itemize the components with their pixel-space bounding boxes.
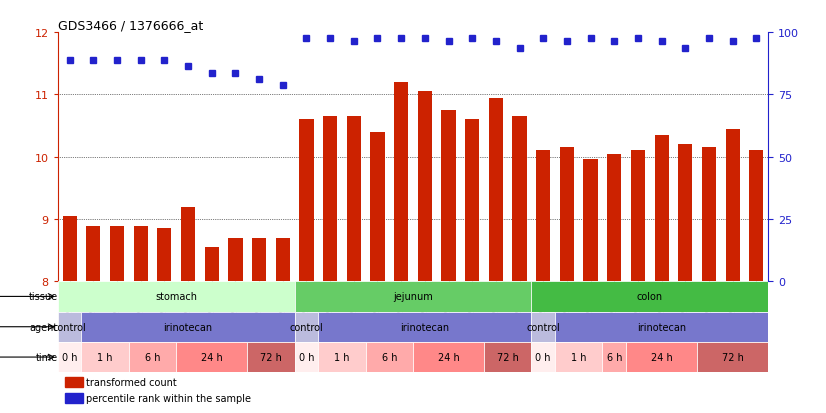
Text: 24 h: 24 h bbox=[651, 352, 672, 362]
Text: 72 h: 72 h bbox=[722, 352, 743, 362]
FancyBboxPatch shape bbox=[531, 282, 768, 312]
FancyBboxPatch shape bbox=[129, 342, 176, 373]
Text: control: control bbox=[290, 322, 323, 332]
FancyBboxPatch shape bbox=[366, 342, 413, 373]
Text: time: time bbox=[36, 352, 58, 362]
Bar bbox=[65, 377, 83, 387]
Bar bbox=[749, 151, 763, 282]
FancyBboxPatch shape bbox=[413, 342, 484, 373]
Text: 1 h: 1 h bbox=[335, 352, 349, 362]
Bar bbox=[607, 154, 621, 282]
Text: irinotecan: irinotecan bbox=[401, 322, 449, 332]
Bar bbox=[323, 117, 337, 282]
Bar bbox=[394, 83, 408, 282]
Bar bbox=[465, 120, 479, 282]
FancyBboxPatch shape bbox=[295, 312, 318, 342]
FancyBboxPatch shape bbox=[58, 312, 82, 342]
Text: stomach: stomach bbox=[155, 292, 197, 301]
FancyBboxPatch shape bbox=[82, 342, 129, 373]
FancyBboxPatch shape bbox=[247, 342, 295, 373]
Text: control: control bbox=[526, 322, 560, 332]
Bar bbox=[228, 238, 243, 282]
Bar bbox=[418, 92, 432, 282]
Bar bbox=[702, 148, 716, 282]
Text: 72 h: 72 h bbox=[260, 352, 282, 362]
FancyBboxPatch shape bbox=[531, 312, 555, 342]
Bar bbox=[205, 247, 219, 282]
Bar bbox=[181, 207, 195, 282]
Text: jejunum: jejunum bbox=[393, 292, 433, 301]
Text: tissue: tissue bbox=[29, 292, 58, 301]
Text: control: control bbox=[53, 322, 87, 332]
Text: 6 h: 6 h bbox=[382, 352, 397, 362]
Bar bbox=[134, 227, 148, 282]
Bar bbox=[631, 151, 645, 282]
Bar bbox=[347, 117, 361, 282]
FancyBboxPatch shape bbox=[626, 342, 697, 373]
Bar bbox=[678, 145, 692, 282]
Bar bbox=[86, 227, 101, 282]
FancyBboxPatch shape bbox=[82, 312, 295, 342]
Text: 1 h: 1 h bbox=[97, 352, 113, 362]
FancyBboxPatch shape bbox=[555, 312, 768, 342]
Bar bbox=[512, 117, 527, 282]
Bar bbox=[725, 129, 740, 282]
Bar bbox=[276, 238, 290, 282]
FancyBboxPatch shape bbox=[318, 312, 531, 342]
Text: 24 h: 24 h bbox=[438, 352, 459, 362]
Bar bbox=[110, 227, 124, 282]
Text: 0 h: 0 h bbox=[299, 352, 314, 362]
Text: 6 h: 6 h bbox=[145, 352, 160, 362]
Bar bbox=[583, 159, 598, 282]
Text: colon: colon bbox=[637, 292, 662, 301]
FancyBboxPatch shape bbox=[697, 342, 768, 373]
FancyBboxPatch shape bbox=[295, 282, 531, 312]
Text: 0 h: 0 h bbox=[535, 352, 551, 362]
Bar bbox=[370, 133, 385, 282]
Bar bbox=[654, 135, 669, 282]
FancyBboxPatch shape bbox=[531, 342, 555, 373]
Bar bbox=[299, 120, 314, 282]
FancyBboxPatch shape bbox=[58, 342, 82, 373]
FancyBboxPatch shape bbox=[318, 342, 366, 373]
Text: GDS3466 / 1376666_at: GDS3466 / 1376666_at bbox=[58, 19, 203, 32]
FancyBboxPatch shape bbox=[176, 342, 247, 373]
Text: 6 h: 6 h bbox=[606, 352, 622, 362]
Bar bbox=[65, 394, 83, 403]
Text: irinotecan: irinotecan bbox=[164, 322, 212, 332]
Bar bbox=[252, 238, 266, 282]
Bar bbox=[560, 148, 574, 282]
FancyBboxPatch shape bbox=[58, 282, 295, 312]
Text: 0 h: 0 h bbox=[62, 352, 78, 362]
Bar bbox=[157, 229, 172, 282]
Text: 1 h: 1 h bbox=[571, 352, 586, 362]
Text: 72 h: 72 h bbox=[496, 352, 519, 362]
Bar bbox=[441, 111, 456, 282]
Text: transformed count: transformed count bbox=[86, 377, 177, 387]
FancyBboxPatch shape bbox=[484, 342, 531, 373]
Text: 24 h: 24 h bbox=[201, 352, 222, 362]
Bar bbox=[536, 151, 550, 282]
Text: irinotecan: irinotecan bbox=[637, 322, 686, 332]
Bar bbox=[63, 216, 77, 282]
Text: agent: agent bbox=[30, 322, 58, 332]
FancyBboxPatch shape bbox=[555, 342, 602, 373]
Bar bbox=[489, 98, 503, 282]
Text: percentile rank within the sample: percentile rank within the sample bbox=[86, 393, 251, 403]
FancyBboxPatch shape bbox=[602, 342, 626, 373]
FancyBboxPatch shape bbox=[295, 342, 318, 373]
